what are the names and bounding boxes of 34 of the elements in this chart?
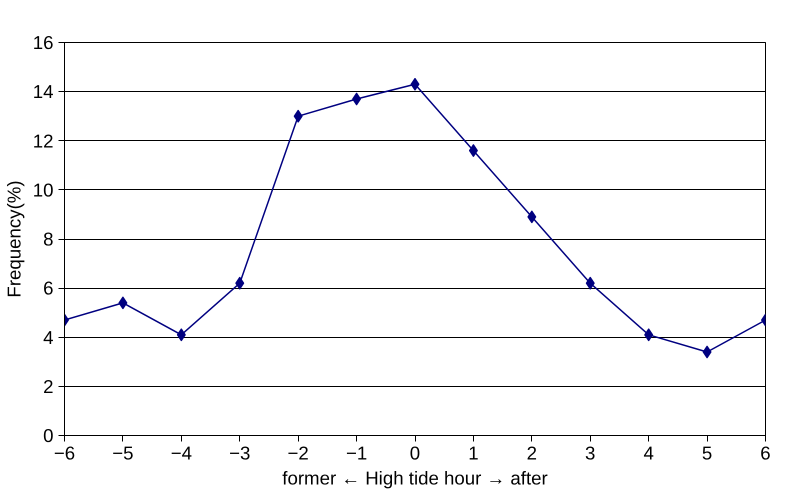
x-tick-label: 4 bbox=[643, 442, 654, 464]
x-axis-title: former ← High tide hour → after bbox=[282, 468, 548, 488]
x-tick-label: 2 bbox=[526, 442, 538, 464]
point bbox=[176, 328, 186, 342]
y-tick-label: 16 bbox=[32, 32, 54, 53]
x-tick-label: −5 bbox=[112, 442, 134, 464]
point bbox=[644, 328, 654, 342]
y-axis-title: Frequency(%) bbox=[4, 180, 25, 298]
point bbox=[586, 276, 595, 290]
y-tick-label: 6 bbox=[43, 278, 54, 299]
x-tick-label: 1 bbox=[468, 442, 479, 464]
y-tick-label: 14 bbox=[32, 81, 54, 102]
y-tick-label: 10 bbox=[32, 179, 54, 200]
point bbox=[294, 110, 303, 123]
point bbox=[352, 92, 362, 106]
point bbox=[702, 345, 712, 358]
x-tick-label: −4 bbox=[170, 442, 192, 464]
x-tick-label: 3 bbox=[585, 442, 596, 464]
y-tick-label: 4 bbox=[43, 326, 54, 348]
x-tick-label: 6 bbox=[760, 442, 771, 464]
y-tick-label: 12 bbox=[32, 130, 54, 152]
point bbox=[118, 296, 128, 310]
point bbox=[235, 276, 244, 290]
y-tick-label: 0 bbox=[43, 425, 54, 446]
y-tick-label: 2 bbox=[43, 376, 54, 397]
point bbox=[527, 210, 536, 224]
y-tick-label: 8 bbox=[43, 228, 54, 250]
x-tick-label: −2 bbox=[288, 442, 309, 464]
x-tick-label: −3 bbox=[229, 442, 250, 464]
x-tick-label: −6 bbox=[54, 442, 76, 464]
point bbox=[468, 144, 478, 158]
x-tick-label: 0 bbox=[410, 442, 420, 464]
x-tick-label: −1 bbox=[346, 442, 368, 464]
x-tick-label: 5 bbox=[702, 442, 712, 464]
